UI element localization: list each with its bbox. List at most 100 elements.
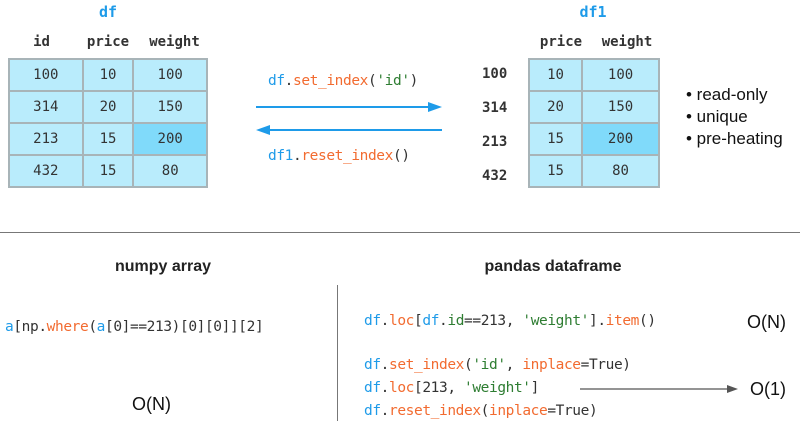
code-token: inplace xyxy=(489,403,548,419)
code-token: . xyxy=(380,403,390,419)
pandas-heading: pandas dataframe xyxy=(484,258,622,275)
code-token: ( xyxy=(480,403,490,419)
table-cell: 20 xyxy=(81,90,135,124)
numpy-heading: numpy array xyxy=(114,258,212,275)
code-token: 'weight' xyxy=(464,380,531,396)
property-item: • unique xyxy=(686,107,748,126)
table-row: 100 10 100 xyxy=(8,58,208,92)
table-row: 213 15 200 xyxy=(8,122,208,156)
table-cell: 200 xyxy=(132,122,208,156)
numpy-code: a[np.where(a[0]==213)[0][0]][2] xyxy=(5,319,264,335)
table-cell: 213 xyxy=(8,122,84,156)
code-token: [0]==213)[0][0]][2] xyxy=(105,319,264,335)
code-token: df xyxy=(364,357,381,373)
code-token: where xyxy=(46,319,89,335)
table-cell: 100 xyxy=(581,58,660,92)
table-cell: 15 xyxy=(81,122,135,156)
table-row: 432 15 80 xyxy=(8,154,208,188)
set-index-code: df.set_index('id') xyxy=(268,73,418,89)
table-cell: 15 xyxy=(81,154,135,188)
code-token: =True) xyxy=(580,357,631,373)
code-token: df xyxy=(364,380,381,396)
table-cell: 15 xyxy=(527,122,584,156)
code-token: () xyxy=(392,148,410,164)
pandas-code-line: df.loc[213, 'weight'] xyxy=(364,380,539,396)
table-row: 10 100 xyxy=(527,58,660,92)
code-token: . xyxy=(284,73,294,89)
pandas-code-line: df.loc[df.id==213, 'weight'].item() xyxy=(364,313,656,329)
code-token: ) xyxy=(409,73,419,89)
df1-index-label: 432 xyxy=(482,168,508,184)
table-row: 15 200 xyxy=(527,122,660,156)
code-token: . xyxy=(380,380,390,396)
table-cell: 20 xyxy=(527,90,584,124)
code-token: reset_index xyxy=(301,148,393,164)
code-token: a xyxy=(5,319,14,335)
code-token: set_index xyxy=(293,73,368,89)
code-token: 'id' xyxy=(472,357,506,373)
df-column-header: price xyxy=(86,34,130,50)
code-token: [np. xyxy=(13,319,47,335)
table-cell: 100 xyxy=(132,58,208,92)
vertical-divider xyxy=(337,285,338,421)
code-token: ( xyxy=(88,319,97,335)
df1-column-header: price xyxy=(539,34,583,50)
code-token: . xyxy=(293,148,302,164)
conversion-arrows xyxy=(256,102,442,135)
code-token: ==213, xyxy=(464,313,523,329)
numpy-complexity: O(N) xyxy=(132,394,171,414)
index-properties: • read-only • unique • pre-heating xyxy=(686,84,783,150)
table-row: 20 150 xyxy=(527,90,660,124)
table-cell: 150 xyxy=(581,90,660,124)
backward-arrowhead xyxy=(256,125,270,135)
df1-index-label: 213 xyxy=(482,134,508,150)
reset-index-code: df1.reset_index() xyxy=(268,148,410,164)
df1-table: 10 100 20 150 15 200 15 80 xyxy=(527,58,660,188)
code-token: id xyxy=(447,313,465,329)
arrowhead xyxy=(727,385,738,393)
table-row: 314 20 150 xyxy=(8,90,208,124)
code-token: a xyxy=(96,319,106,335)
code-token: [ xyxy=(414,313,423,329)
code-token: 'weight' xyxy=(522,313,589,329)
code-token: df xyxy=(364,313,381,329)
table-cell: 100 xyxy=(8,58,84,92)
forward-arrowhead xyxy=(428,102,442,112)
code-token: 'id' xyxy=(376,73,410,89)
code-token: () xyxy=(639,313,656,329)
table-cell: 10 xyxy=(81,58,135,92)
code-token: , xyxy=(505,357,523,373)
df1-title: df1 xyxy=(579,3,607,21)
code-token: inplace xyxy=(522,357,581,373)
pandas-code-line: df.reset_index(inplace=True) xyxy=(364,403,598,419)
property-item: • pre-heating xyxy=(686,129,783,148)
pandas-loc-complexity: O(N) xyxy=(747,312,786,332)
code-token: ( xyxy=(367,73,377,89)
code-token: loc xyxy=(389,380,415,396)
property-item: • read-only xyxy=(686,85,768,104)
df-column-header: weight xyxy=(149,34,200,50)
code-token: item xyxy=(605,313,640,329)
code-token: set_index xyxy=(389,357,464,373)
table-cell: 150 xyxy=(132,90,208,124)
code-token: . xyxy=(439,313,448,329)
table-row: 15 80 xyxy=(527,154,660,188)
df1-index-label: 314 xyxy=(482,100,508,116)
code-token: . xyxy=(380,357,390,373)
df-column-header: id xyxy=(33,34,50,50)
horizontal-divider xyxy=(0,232,800,233)
code-token: loc xyxy=(389,313,415,329)
code-token: . xyxy=(380,313,390,329)
df1-index-label: 100 xyxy=(482,66,508,82)
df-title: df xyxy=(98,3,118,21)
df1-column-header: weight xyxy=(601,34,653,50)
pandas-index-complexity: O(1) xyxy=(750,379,786,399)
table-cell: 10 xyxy=(527,58,584,92)
complexity-arrow xyxy=(580,385,738,393)
df-table: 100 10 100 314 20 150 213 15 200 432 15 80 xyxy=(8,58,208,188)
code-token: df xyxy=(364,403,381,419)
code-token: df xyxy=(422,313,440,329)
table-cell: 80 xyxy=(132,154,208,188)
code-token: ] xyxy=(530,380,540,396)
code-token: df xyxy=(268,73,285,89)
